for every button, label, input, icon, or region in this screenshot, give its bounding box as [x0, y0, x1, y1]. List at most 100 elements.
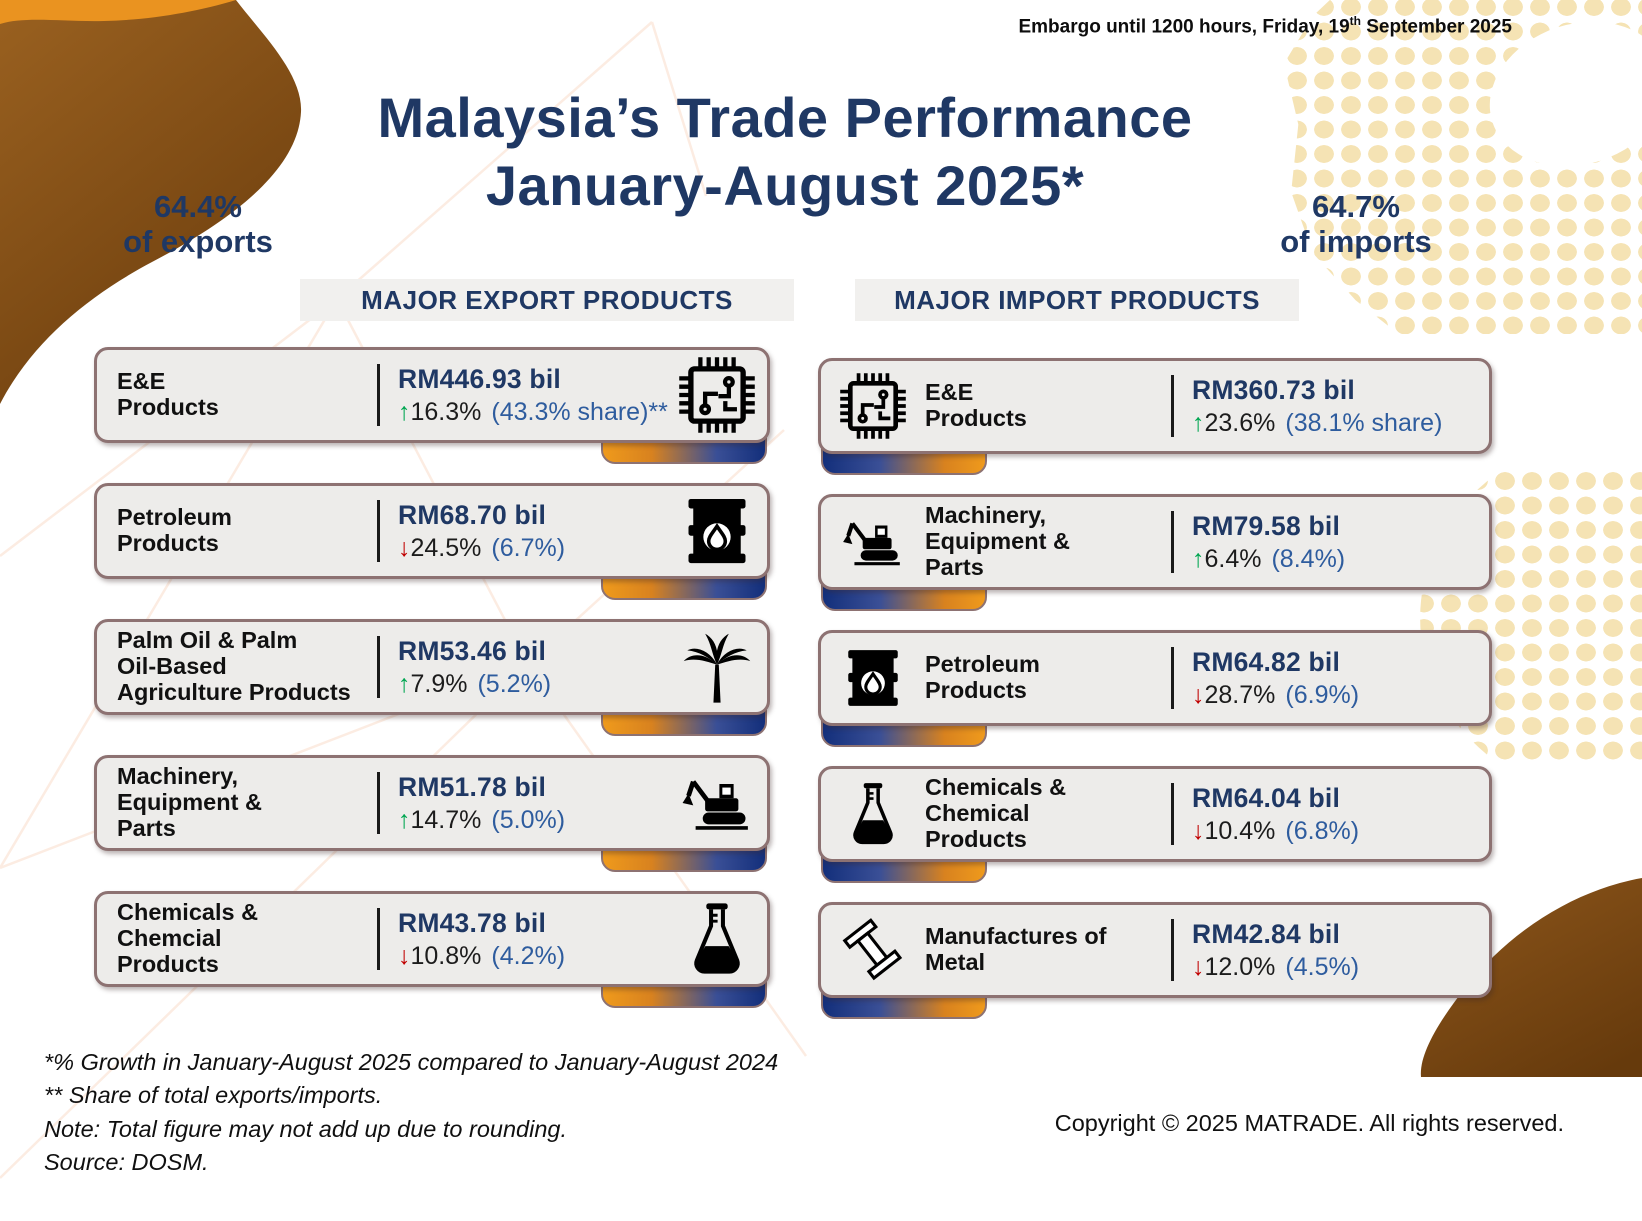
trend-arrow-icon: ↓	[398, 941, 411, 970]
export-card-ee-products: E&E Products RM446.93 bil ↑16.3% (43.3% s…	[94, 347, 770, 464]
imports-column: E&E Products RM360.73 bil ↑23.6% (38.1% s…	[818, 358, 1492, 1038]
oil-barrel-icon	[673, 493, 761, 569]
trend-arrow-icon: ↓	[1192, 952, 1205, 981]
divider	[1171, 919, 1174, 981]
share-percent: (4.2%)	[491, 941, 566, 970]
imports-column-header: MAJOR IMPORT PRODUCTS	[855, 279, 1299, 321]
product-growth: ↑14.7% (5.0%)	[398, 806, 673, 835]
product-value: RM53.46 bil	[398, 635, 547, 666]
growth-percent: 23.6%	[1204, 408, 1276, 437]
product-value: RM64.04 bil	[1192, 782, 1341, 813]
product-value: RM68.70 bil	[398, 499, 547, 530]
share-percent: (6.8%)	[1285, 816, 1360, 845]
share-percent: (5.2%)	[477, 669, 552, 698]
growth-percent: 12.0%	[1204, 952, 1276, 981]
growth-percent: 10.4%	[1204, 816, 1276, 845]
product-value: RM64.82 bil	[1192, 646, 1341, 677]
share-percent: (43.3% share)**	[491, 397, 668, 426]
steel-beam-icon	[835, 917, 911, 983]
exports-column-header: MAJOR EXPORT PRODUCTS	[300, 279, 794, 321]
copyright-notice: Copyright © 2025 MATRADE. All rights res…	[1054, 1110, 1564, 1136]
product-name: Petroleum Products	[925, 651, 1040, 703]
product-value: RM446.93 bil	[398, 363, 561, 394]
import-card-manufactures-of-metal: Manufactures of Metal RM42.84 bil ↓12.0%…	[818, 902, 1492, 1019]
footnote-share-definition: ** Share of total exports/imports.	[44, 1082, 383, 1109]
exports-share-label: of exports	[123, 223, 273, 259]
product-value: RM360.73 bil	[1192, 374, 1355, 405]
product-name: Petroleum Products	[117, 504, 232, 556]
growth-percent: 24.5%	[410, 533, 482, 562]
divider	[377, 772, 380, 834]
product-value: RM79.58 bil	[1192, 510, 1341, 541]
product-value: RM43.78 bil	[398, 907, 547, 938]
chip-icon	[673, 357, 761, 433]
trend-arrow-icon: ↑	[398, 669, 411, 698]
flask-icon	[673, 901, 761, 977]
product-name: Chemicals & Chemcial Products	[117, 899, 259, 977]
product-growth: ↓28.7% (6.9%)	[1192, 681, 1489, 710]
excavator-icon	[835, 509, 911, 575]
trend-arrow-icon: ↑	[1192, 544, 1205, 573]
product-name: E&E Products	[117, 368, 219, 420]
product-name: Machinery, Equipment & Parts	[925, 502, 1070, 580]
import-card-petroleum: Petroleum Products RM64.82 bil ↓28.7% (6.…	[818, 630, 1492, 747]
product-name: Palm Oil & Palm Oil-Based Agriculture Pr…	[117, 627, 351, 705]
page-title-line1: Malaysia’s Trade Performance	[377, 86, 1193, 149]
growth-percent: 10.8%	[410, 941, 482, 970]
growth-percent: 7.9%	[410, 669, 468, 698]
divider	[377, 364, 380, 426]
exports-column: E&E Products RM446.93 bil ↑16.3% (43.3% s…	[94, 347, 770, 1027]
export-card-petroleum-products: Petroleum Products RM68.70 bil ↓24.5% (6.…	[94, 483, 770, 600]
trend-arrow-icon: ↑	[1192, 408, 1205, 437]
halftone-dots-top-right	[1284, 0, 1642, 334]
trend-arrow-icon: ↓	[1192, 680, 1205, 709]
oil-barrel-icon	[835, 645, 911, 711]
footnote-source: Source: DOSM.	[44, 1149, 209, 1176]
trend-arrow-icon: ↓	[398, 533, 411, 562]
share-percent: (38.1% share)	[1285, 408, 1443, 437]
product-growth: ↑6.4% (8.4%)	[1192, 545, 1489, 574]
divider	[377, 908, 380, 970]
share-percent: (4.5%)	[1285, 952, 1360, 981]
palm-tree-icon	[673, 629, 761, 705]
export-card-machinery: Machinery, Equipment & Parts RM51.78 bil…	[94, 755, 770, 872]
imports-share-value: 64.7%	[1312, 189, 1400, 224]
trend-arrow-icon: ↑	[398, 805, 411, 834]
product-growth: ↑16.3% (43.3% share)**	[398, 398, 673, 427]
divider	[1171, 647, 1174, 709]
product-name: Manufactures of Metal	[925, 923, 1107, 975]
import-card-machinery: Machinery, Equipment & Parts RM79.58 bil…	[818, 494, 1492, 611]
product-growth: ↑23.6% (38.1% share)	[1192, 409, 1489, 438]
chip-icon	[835, 373, 911, 439]
growth-percent: 14.7%	[410, 805, 482, 834]
export-card-palm-oil: Palm Oil & Palm Oil-Based Agriculture Pr…	[94, 619, 770, 736]
exports-share-callout: 64.4% of exports	[103, 189, 293, 259]
product-value: RM51.78 bil	[398, 771, 547, 802]
import-card-chemicals: Chemicals & Chemical Products RM64.04 bi…	[818, 766, 1492, 883]
divider	[1171, 511, 1174, 573]
product-growth: ↓10.4% (6.8%)	[1192, 817, 1489, 846]
export-card-chemicals: Chemicals & Chemcial Products RM43.78 bi…	[94, 891, 770, 1008]
imports-share-callout: 64.7% of imports	[1256, 189, 1456, 259]
product-value: RM42.84 bil	[1192, 918, 1341, 949]
share-percent: (8.4%)	[1271, 544, 1346, 573]
footnotes: *% Growth in January-August 2025 compare…	[44, 1046, 778, 1179]
growth-percent: 28.7%	[1204, 680, 1276, 709]
product-name: Chemicals & Chemical Products	[925, 774, 1067, 852]
share-percent: (6.9%)	[1285, 680, 1360, 709]
embargo-notice: Embargo until 1200 hours, Friday, 19th S…	[1018, 14, 1512, 38]
divider	[377, 636, 380, 698]
footnote-rounding-note: Note: Total figure may not add up due to…	[44, 1115, 568, 1142]
trend-arrow-icon: ↓	[1192, 816, 1205, 845]
page-title-line2: January-August 2025*	[485, 154, 1085, 218]
growth-percent: 6.4%	[1204, 544, 1262, 573]
product-growth: ↓12.0% (4.5%)	[1192, 953, 1489, 982]
share-percent: (6.7%)	[491, 533, 566, 562]
product-growth: ↓24.5% (6.7%)	[398, 534, 673, 563]
flask-icon	[835, 781, 911, 847]
page-title: Malaysia’s Trade Performance January-Aug…	[320, 84, 1250, 221]
product-growth: ↓10.8% (4.2%)	[398, 942, 673, 971]
product-growth: ↑7.9% (5.2%)	[398, 670, 673, 699]
divider	[1171, 375, 1174, 437]
